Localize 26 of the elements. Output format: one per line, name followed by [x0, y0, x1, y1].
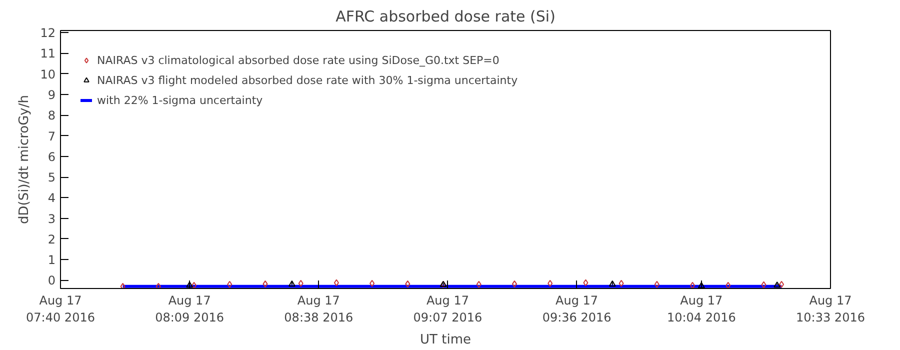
x-tick-label: Aug 17 08:09 2016 — [155, 294, 224, 324]
x-tick-label: Aug 17 07:40 2016 — [26, 294, 95, 324]
y-tick-label: 1 — [48, 253, 56, 268]
y-tick-label: 11 — [40, 46, 56, 61]
y-axis-title: dD(Si)/dt microGy/h — [17, 95, 32, 224]
y-tick-label: 4 — [48, 191, 56, 206]
y-tick-label: 10 — [40, 67, 56, 82]
y-tick-label: 0 — [48, 274, 56, 288]
chart-title: AFRC absorbed dose rate (Si) — [336, 8, 556, 26]
y-tick-label: 5 — [48, 170, 56, 185]
y-tick-label: 9 — [48, 88, 56, 102]
x-tick-label: Aug 17 08:38 2016 — [284, 294, 354, 324]
y-tick-label: 8 — [48, 108, 56, 123]
x-tick-label: Aug 17 09:07 2016 — [413, 294, 482, 324]
legend-label: NAIRAS v3 climatological absorbed dose rate using SiDose_G0.txt SEP=0 — [97, 54, 500, 66]
x-tick-label: Aug 17 09:36 2016 — [542, 294, 612, 324]
y-tick-label: 2 — [48, 232, 56, 246]
y-tick-label: 7 — [48, 129, 56, 144]
y-tick-label: 3 — [48, 212, 56, 226]
legend-label: with 22% 1-sigma uncertainty — [97, 94, 263, 106]
y-tick-label: 12 — [40, 26, 56, 40]
x-tick-label: Aug 17 10:33 2016 — [796, 294, 865, 324]
x-axis-title: UT time — [420, 332, 471, 348]
legend-label: NAIRAS v3 flight modeled absorbed dose rate with 30% 1-sigma uncertainty — [97, 74, 518, 86]
y-tick-label: 6 — [48, 150, 56, 164]
x-tick-label: Aug 17 10:04 2016 — [666, 294, 736, 324]
